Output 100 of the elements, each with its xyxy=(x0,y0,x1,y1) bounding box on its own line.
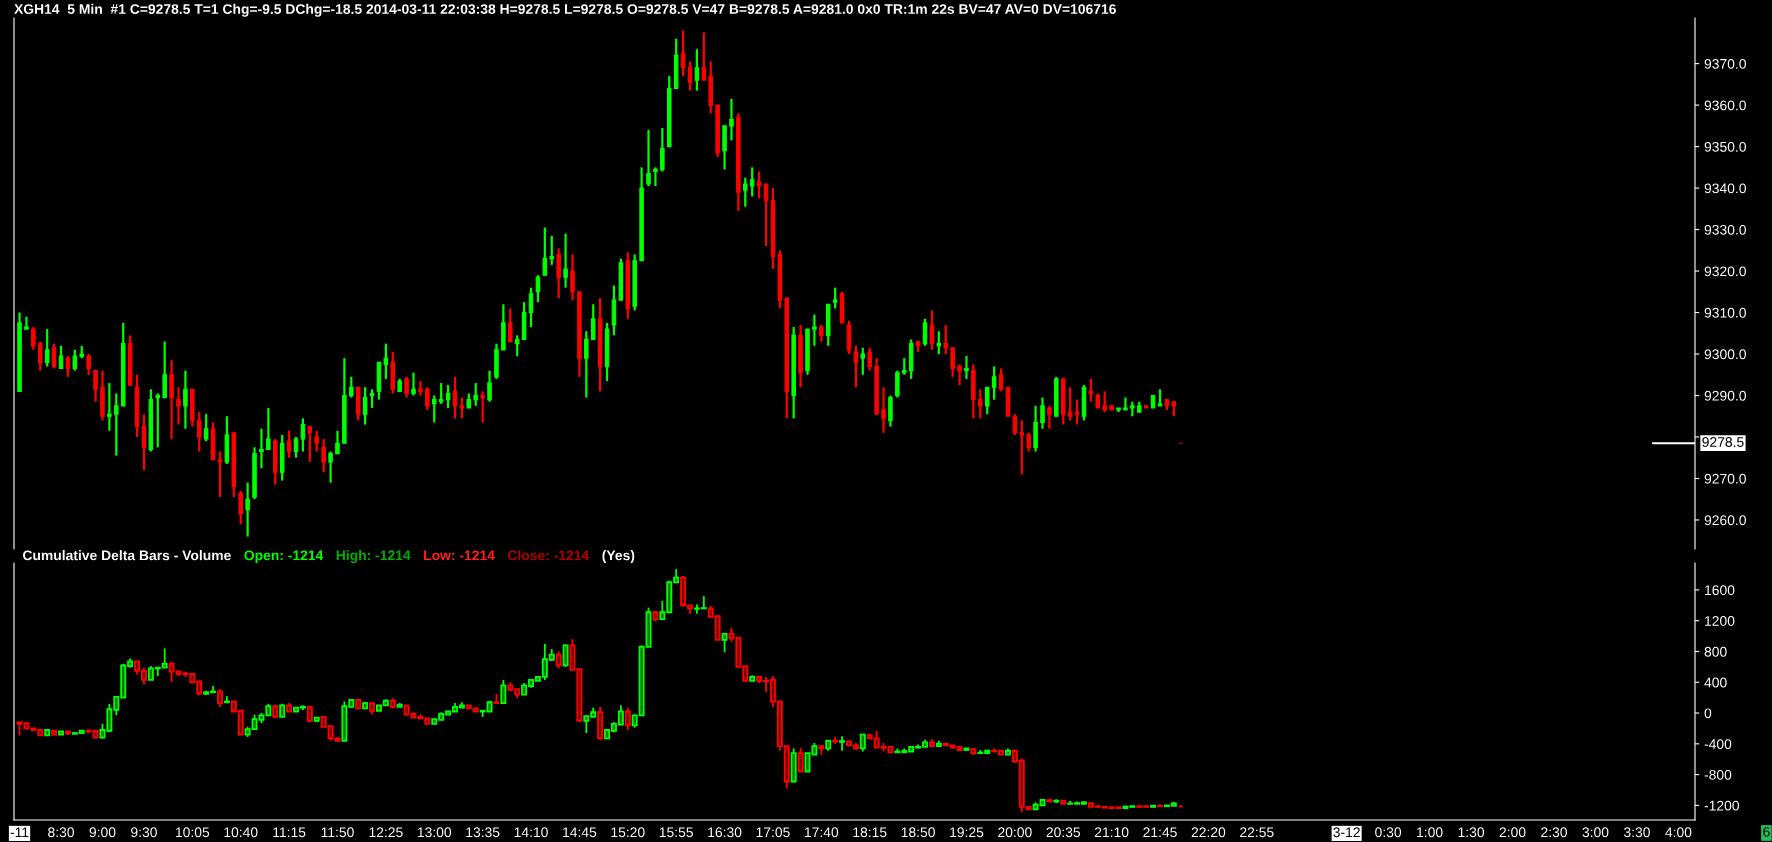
candlestick xyxy=(721,632,728,654)
candlestick xyxy=(991,365,997,401)
candlestick xyxy=(929,309,935,351)
candlestick xyxy=(860,346,866,376)
candlestick xyxy=(743,176,748,208)
x-tick-label: 3-12 xyxy=(1333,827,1360,838)
candlestick xyxy=(300,417,306,453)
y-tick-label: 9290.0 xyxy=(1704,390,1746,401)
x-tick-label: 2:30 xyxy=(1541,827,1567,838)
x-tick-label: 8:30 xyxy=(48,827,74,838)
candlestick xyxy=(590,303,596,341)
candlestick xyxy=(1019,419,1025,476)
x-tick-label: 10:40 xyxy=(224,827,258,838)
candlestick xyxy=(542,226,548,277)
y-tick-label: 9330.0 xyxy=(1704,224,1746,235)
candlestick xyxy=(895,369,900,399)
candlestick xyxy=(155,392,161,449)
candlestick xyxy=(984,386,990,416)
text: High: -1214 xyxy=(336,549,411,563)
x-tick-label: 20:00 xyxy=(998,827,1032,838)
candlestick xyxy=(563,232,568,289)
y-tick-label: -800 xyxy=(1704,769,1732,780)
candlestick xyxy=(1102,390,1107,414)
candlestick xyxy=(500,679,507,704)
y-tick-label: 9310.0 xyxy=(1704,307,1746,318)
y-tick-label: 9270.0 xyxy=(1704,473,1746,484)
candlestick xyxy=(162,340,167,399)
candlestick xyxy=(259,427,264,470)
candlestick xyxy=(37,340,43,372)
x-tick-label: 0:30 xyxy=(1375,827,1402,838)
candlestick xyxy=(964,354,969,381)
candlestick xyxy=(978,388,983,420)
y-tick-label: 9260.0 xyxy=(1704,515,1746,526)
candlestick xyxy=(812,313,817,347)
candlestick xyxy=(1088,377,1094,403)
x-tick-label: 14:10 xyxy=(514,827,548,838)
x-tick-label: 13:35 xyxy=(466,827,500,838)
candlestick xyxy=(957,363,962,387)
x-tick-label: 22:55 xyxy=(1240,827,1274,838)
candlestick xyxy=(266,406,271,451)
candlestick xyxy=(832,286,838,310)
candlestick xyxy=(51,342,57,370)
candlestick xyxy=(286,429,292,459)
y-tick-label: 9320.0 xyxy=(1704,266,1746,277)
candlestick xyxy=(1047,404,1052,430)
y-tick-label: 9300.0 xyxy=(1704,349,1746,360)
candlestick xyxy=(459,396,465,420)
candlestick xyxy=(24,315,29,331)
x-tick-label: 15:55 xyxy=(659,827,693,838)
x-tick-label: 14:45 xyxy=(563,827,597,838)
candlestick xyxy=(293,435,299,459)
x-tick-label: 2:00 xyxy=(1499,827,1526,838)
candlestick xyxy=(245,481,250,538)
candlestick xyxy=(922,317,928,347)
chart-title: XGH14 5 Min #1 C=9278.5 T=1 Chg=-9.5 DChg=-18.5 2014-03-11 22:03:38 H=9278.5 L=9278.5 O=9278.5 V=47 B=9278.5 A=9281.0 0x0 TR:1m 22s BV=47 AV=0 DV=106716 xyxy=(14,3,1116,17)
candlestick xyxy=(44,328,50,368)
y-tick-label: 800 xyxy=(1704,646,1727,657)
candlestick xyxy=(238,489,243,526)
x-tick-label: 4:00 xyxy=(1665,827,1692,838)
candlestick xyxy=(570,253,575,302)
candlestick xyxy=(487,369,492,403)
candlestick xyxy=(1067,386,1073,422)
candlestick xyxy=(480,390,485,424)
candlestick xyxy=(687,60,693,92)
candlestick xyxy=(888,394,893,428)
x-tick-label: 9:00 xyxy=(89,827,116,838)
candlestick xyxy=(107,381,112,432)
x-tick-label: 9:30 xyxy=(131,827,157,838)
candlestick xyxy=(514,334,520,358)
x-tick-label: -11 xyxy=(10,827,29,838)
y-tick-label: 9360.0 xyxy=(1704,100,1746,111)
candlestick xyxy=(508,307,513,343)
y-tick-label: 0 xyxy=(1704,708,1712,719)
x-tick-label: 16:30 xyxy=(708,827,742,838)
candlestick xyxy=(556,247,561,300)
candlestick xyxy=(404,375,409,399)
y-tick-label: 9370.0 xyxy=(1704,58,1746,69)
candlestick xyxy=(328,450,333,484)
candlestick xyxy=(549,234,555,266)
candlestick xyxy=(93,369,98,403)
candlestick xyxy=(183,369,188,430)
candlestick xyxy=(335,429,340,455)
candlestick xyxy=(729,97,734,142)
candlestick xyxy=(528,286,534,329)
candlestick xyxy=(562,643,569,668)
text: Close: -1214 xyxy=(508,550,590,561)
y-tick-label: 400 xyxy=(1704,677,1727,688)
candlestick xyxy=(431,394,437,424)
x-tick-label: 15:20 xyxy=(611,827,645,838)
candlestick xyxy=(418,379,423,397)
candlestick xyxy=(881,386,886,434)
chart-title: Cumulative Delta Bars - Volume xyxy=(22,550,231,561)
candlestick xyxy=(1040,396,1045,430)
candlestick xyxy=(646,128,651,188)
candlestick xyxy=(584,330,589,399)
candlestick xyxy=(362,386,368,426)
candlestick xyxy=(114,392,119,457)
x-tick-label: 12:25 xyxy=(369,827,403,838)
candlestick xyxy=(169,359,174,441)
x-tick-label: 17:40 xyxy=(805,827,839,838)
